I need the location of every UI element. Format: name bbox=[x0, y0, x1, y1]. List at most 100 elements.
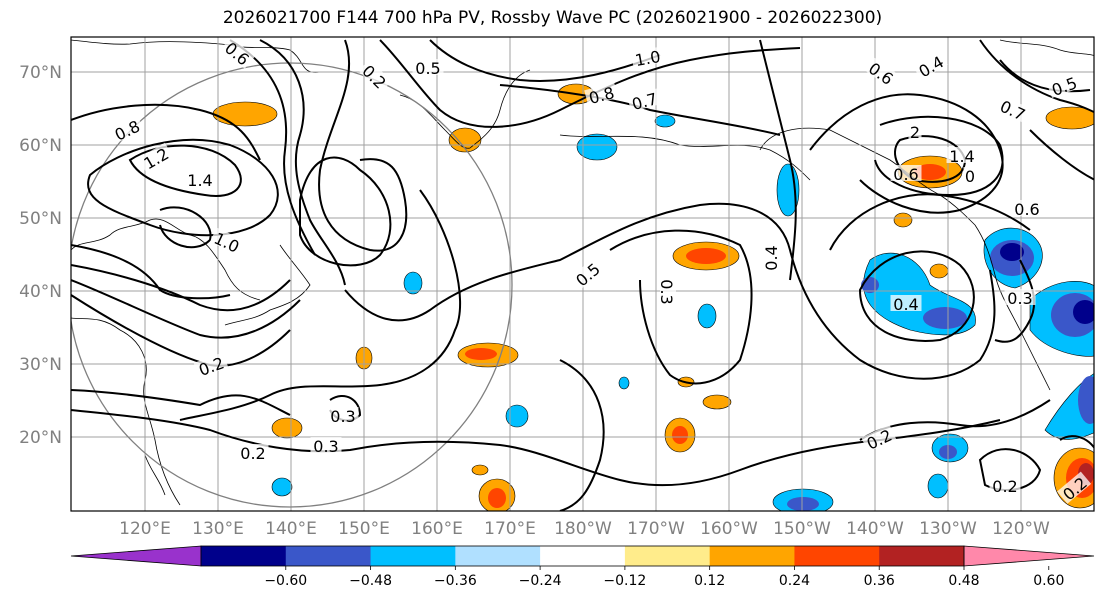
colorbar-swatch bbox=[455, 546, 541, 566]
svg-text:2: 2 bbox=[910, 123, 920, 142]
contour-label: 2 bbox=[908, 123, 922, 142]
contour-line bbox=[71, 103, 261, 161]
positive-anomaly bbox=[471, 464, 489, 476]
negative-anomaly-core bbox=[787, 497, 819, 511]
colorbar-swatch bbox=[794, 546, 880, 566]
coastline-philippines bbox=[144, 454, 166, 496]
lat-label: 40°N bbox=[19, 282, 62, 302]
svg-text:0: 0 bbox=[965, 167, 975, 186]
contour-line bbox=[179, 189, 462, 421]
contour-line bbox=[809, 93, 1004, 214]
svg-text:0.3: 0.3 bbox=[330, 407, 355, 426]
contour-line bbox=[344, 202, 996, 380]
lon-label: 180°W bbox=[554, 519, 612, 539]
contour-line bbox=[71, 244, 231, 300]
latitude-labels: 70°N 60°N 50°N 40°N 30°N 20°N bbox=[19, 63, 62, 448]
colorbar-swatch bbox=[285, 546, 372, 566]
lat-label: 30°N bbox=[19, 355, 62, 375]
contour-label: 0.2 bbox=[237, 444, 269, 463]
radius-circle bbox=[71, 62, 513, 508]
colorbar-tick-label: 0.24 bbox=[779, 573, 810, 589]
pv-anomaly-shading bbox=[212, 83, 1094, 511]
colorbar-tick-label: −0.12 bbox=[603, 573, 646, 589]
contour-label: 0.7 bbox=[995, 95, 1031, 125]
map-title: 2026021700 F144 700 hPa PV, Rossby Wave … bbox=[222, 8, 883, 28]
coastline-alaska bbox=[559, 134, 811, 181]
negative-anomaly-core bbox=[923, 307, 967, 329]
contour-label: 1.4 bbox=[184, 171, 216, 190]
contour-label: 0.3 bbox=[310, 437, 342, 456]
colorbar-swatch bbox=[709, 546, 795, 566]
lat-label: 50°N bbox=[19, 209, 62, 229]
contour-line bbox=[894, 135, 967, 183]
colorbar-swatch bbox=[370, 546, 456, 566]
contour-line bbox=[999, 59, 1091, 93]
lon-label: 130°E bbox=[192, 519, 244, 539]
negative-anomaly bbox=[505, 404, 529, 428]
colorbar-tick-label: 0.48 bbox=[948, 573, 979, 589]
contour-line bbox=[979, 39, 1094, 114]
contour-line bbox=[429, 39, 661, 82]
positive-anomaly-core bbox=[465, 348, 497, 360]
contour-label: 0.4 bbox=[890, 295, 922, 314]
lon-label: 120°E bbox=[119, 519, 171, 539]
contour-line bbox=[874, 115, 1004, 197]
lon-label: 160°E bbox=[411, 519, 463, 539]
negative-anomaly-core bbox=[1073, 300, 1094, 324]
colorbar-tick-label: 0.60 bbox=[1033, 573, 1064, 589]
colorbar: −0.60 −0.48 −0.36 −0.24 −0.12 0.12 0.24 0.36 0.4… bbox=[70, 545, 1095, 589]
positive-anomaly-core bbox=[488, 488, 506, 508]
svg-text:0.5: 0.5 bbox=[415, 59, 440, 78]
colorbar-extend-low bbox=[70, 545, 202, 567]
colorbar-tick-label: 0.36 bbox=[864, 573, 895, 589]
negative-anomaly bbox=[576, 133, 618, 161]
contour-label: 0.6 bbox=[1011, 200, 1043, 219]
svg-text:0.3: 0.3 bbox=[657, 279, 676, 304]
contour-line bbox=[759, 39, 797, 281]
positive-anomaly-core bbox=[914, 164, 946, 180]
negative-anomaly bbox=[927, 473, 949, 499]
contour-line bbox=[858, 250, 975, 342]
lon-label: 140°W bbox=[846, 519, 904, 539]
contour-line bbox=[229, 39, 316, 256]
svg-text:0.4: 0.4 bbox=[893, 295, 918, 314]
contour-line bbox=[159, 206, 212, 249]
lon-label: 150°W bbox=[773, 519, 831, 539]
lon-label: 160°W bbox=[700, 519, 758, 539]
negative-anomaly bbox=[654, 114, 676, 128]
contour-line bbox=[299, 156, 392, 267]
colorbar-tick-label: −0.36 bbox=[434, 573, 477, 589]
contour-label: 0.3 bbox=[657, 276, 676, 308]
colorbar-swatch bbox=[201, 546, 287, 566]
svg-text:0.6: 0.6 bbox=[893, 165, 918, 184]
contour-line bbox=[994, 259, 1036, 343]
contour-line bbox=[1059, 435, 1094, 450]
plot-frame bbox=[70, 36, 1095, 512]
pv-contours bbox=[71, 39, 1094, 511]
positive-anomaly bbox=[1045, 106, 1094, 130]
contour-label: 0.3 bbox=[327, 407, 359, 426]
coastline-kamchatka bbox=[399, 69, 531, 149]
contour-label: 1.4 bbox=[946, 147, 978, 166]
contour-line bbox=[71, 279, 301, 339]
svg-text:0.2: 0.2 bbox=[992, 477, 1017, 496]
lon-label: 120°W bbox=[992, 519, 1050, 539]
svg-text:0.6: 0.6 bbox=[1014, 200, 1039, 219]
negative-anomaly bbox=[618, 376, 630, 390]
lon-label: 170°W bbox=[627, 519, 685, 539]
colorbar-swatch bbox=[624, 546, 711, 566]
colorbar-swatch bbox=[879, 546, 965, 566]
colorbar-tick-label: −0.60 bbox=[264, 573, 307, 589]
negative-anomaly bbox=[271, 477, 293, 497]
contour-line bbox=[87, 138, 279, 237]
coastline-asia bbox=[71, 218, 261, 301]
contour-line bbox=[71, 264, 291, 312]
colorbar-tick-label: 0.12 bbox=[694, 573, 725, 589]
positive-anomaly bbox=[212, 101, 278, 127]
positive-anomaly bbox=[929, 263, 949, 279]
coastline-na-west bbox=[974, 224, 1051, 391]
svg-text:0.3: 0.3 bbox=[313, 437, 338, 456]
lat-label: 60°N bbox=[19, 136, 62, 156]
svg-text:1.4: 1.4 bbox=[949, 147, 974, 166]
